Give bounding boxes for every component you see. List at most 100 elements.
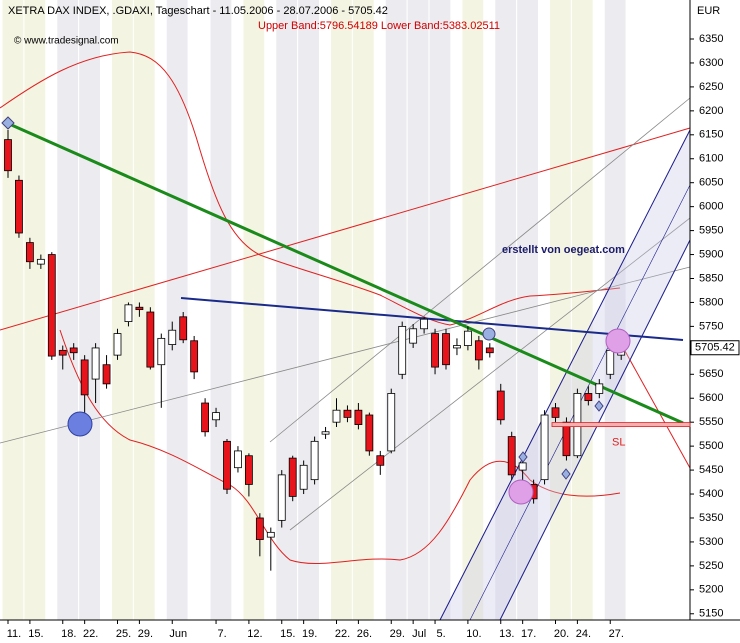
candle-body xyxy=(15,179,23,234)
y-tick-label: 5650 xyxy=(699,368,723,380)
candle-body xyxy=(595,383,604,394)
y-tick-label: 6200 xyxy=(699,105,723,117)
author-note: erstellt von oegeat.com xyxy=(502,244,625,256)
x-tick-label: 13. xyxy=(499,628,514,640)
candle-body xyxy=(244,455,253,485)
candle-body xyxy=(179,316,188,341)
stripe xyxy=(429,0,451,620)
candle-body xyxy=(442,333,450,366)
candle-body xyxy=(135,306,144,311)
trend-line xyxy=(0,266,691,444)
candle-body xyxy=(431,333,439,368)
candle-body xyxy=(463,330,472,346)
y-tick-label: 6050 xyxy=(699,177,723,189)
x-tick-label: 10. xyxy=(466,628,481,640)
candles xyxy=(4,130,626,571)
x-tick-label: 18. xyxy=(61,628,76,640)
stripe xyxy=(550,0,571,620)
candle-body xyxy=(25,242,34,263)
title: XETRA DAX INDEX, .GDAXI, Tageschart - 11… xyxy=(8,5,388,17)
y-tick-label: 5250 xyxy=(699,560,723,572)
candle-body xyxy=(343,409,352,418)
x-tick-label: 29. xyxy=(390,628,405,640)
candle-body xyxy=(398,325,407,375)
stripe xyxy=(2,0,24,620)
candle-body xyxy=(47,254,56,357)
candle-body xyxy=(212,412,220,421)
candle-body xyxy=(4,139,12,172)
stripe xyxy=(385,0,407,620)
x-tick-label: 12. xyxy=(247,628,262,640)
candle-body xyxy=(157,337,166,366)
y-tick-label: 5300 xyxy=(699,536,723,548)
candle-body xyxy=(113,333,122,356)
candle-body xyxy=(58,349,67,356)
stripe xyxy=(462,0,484,620)
candle-body xyxy=(277,474,286,521)
stripe xyxy=(352,0,374,620)
channel-line xyxy=(439,129,691,621)
y-tick-label: 5950 xyxy=(699,225,723,237)
x-tick-label: 26. xyxy=(357,628,372,640)
x-tick-label: 7. xyxy=(217,628,226,640)
candle-body xyxy=(387,393,396,452)
trend-line xyxy=(0,127,691,331)
candle-body xyxy=(409,328,418,344)
y-tick-label: 5600 xyxy=(699,392,723,404)
candle-body xyxy=(190,340,199,373)
candle-body xyxy=(584,393,593,402)
candle-body xyxy=(102,364,111,385)
y-tick-label: 6100 xyxy=(699,153,723,165)
pivot-marker xyxy=(561,468,571,480)
y-tick-label: 5900 xyxy=(699,248,723,260)
y-tick-label: 6150 xyxy=(699,129,723,141)
stop-loss-label: SL xyxy=(612,436,625,448)
x-tick-label: 25. xyxy=(116,628,131,640)
upper-band xyxy=(0,51,621,326)
candle-body xyxy=(80,359,89,396)
y-tick-label: 6350 xyxy=(699,33,723,45)
stripe xyxy=(79,0,100,620)
candle-body xyxy=(496,390,505,421)
x-tick-label: 11. xyxy=(7,628,21,640)
candle-body xyxy=(168,329,177,345)
stripe xyxy=(166,0,188,620)
credit: © www.tradesignal.com xyxy=(14,36,119,47)
x-tick-label: 24. xyxy=(576,628,591,640)
y-tick-label: 6300 xyxy=(699,57,723,69)
pivot-marker xyxy=(594,400,604,412)
x-tick-label: 15. xyxy=(28,628,43,640)
stripe xyxy=(133,0,155,620)
candle-body xyxy=(36,258,45,265)
candle-body xyxy=(453,345,461,349)
y-tick-label: 5200 xyxy=(699,584,723,596)
y-unit: EUR xyxy=(697,5,720,17)
x-tick-label: 27. xyxy=(609,628,624,640)
last-value-tag xyxy=(690,340,740,356)
candle-body xyxy=(69,347,78,354)
candle-body xyxy=(201,402,210,433)
y-tick-label: 5850 xyxy=(699,272,723,284)
candle-body xyxy=(223,440,231,490)
x-tick-label: 19. xyxy=(302,628,317,640)
x-tick-label: 20. xyxy=(554,628,569,640)
downtrend-line xyxy=(6,121,684,425)
pivot-marker xyxy=(1,116,15,130)
y-tick-label: 5350 xyxy=(699,512,723,524)
x-tick-label: 5. xyxy=(436,628,445,640)
candle-body xyxy=(255,517,264,540)
candle-body xyxy=(146,311,155,368)
pivot-marker xyxy=(67,411,93,437)
x-tick-label: Jul xyxy=(412,628,426,640)
y-tick-label: 5800 xyxy=(699,296,723,308)
candle-body xyxy=(474,340,483,361)
last-value-label: 5705.42 xyxy=(695,342,735,354)
y-tick-label: 6250 xyxy=(699,81,723,93)
overlays xyxy=(0,51,691,621)
candle-body xyxy=(540,414,549,481)
candle-body xyxy=(606,349,615,375)
candle-body xyxy=(91,347,100,380)
stripe xyxy=(331,0,352,620)
candle-body xyxy=(288,457,297,497)
